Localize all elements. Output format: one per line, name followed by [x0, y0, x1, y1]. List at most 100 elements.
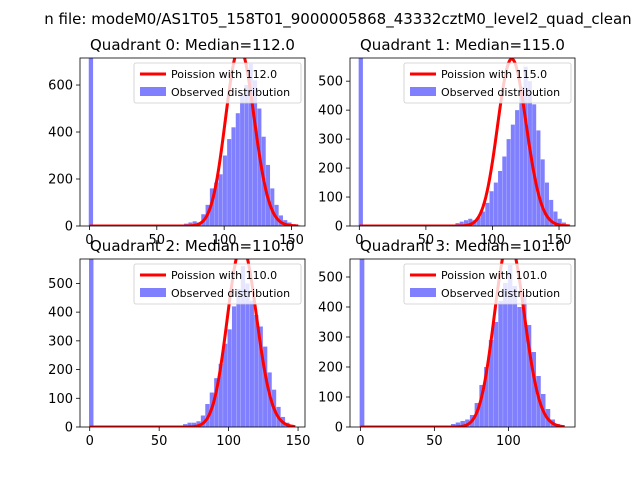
hist-bar: [89, 259, 94, 427]
legend-hist-swatch: [410, 288, 436, 297]
legend-fit-label: Poission with 115.0: [441, 68, 547, 81]
legend-hist-swatch: [410, 87, 436, 96]
legend-box: [403, 62, 572, 104]
hist-bar: [455, 422, 461, 427]
x-tick-label: 0: [355, 233, 363, 248]
subplot-title: Quadrant 1: Median=115.0: [360, 36, 565, 54]
hist-bar: [476, 217, 481, 226]
x-tick-label: 150: [279, 233, 304, 248]
axes-frame: [79, 57, 306, 227]
x-tick-label: 150: [547, 233, 572, 248]
legend-box: [403, 263, 572, 305]
hist-bar: [231, 306, 237, 427]
hist-bar: [187, 422, 192, 427]
subplot-0: 0 50 100 150 0 200 400 600 Quadrant 0: Median=11…: [48, 36, 306, 248]
y-tick-label: 300: [318, 133, 343, 148]
y-tick-label: 100: [318, 391, 343, 406]
y-tick-label: 600: [48, 79, 73, 94]
hist-bar: [460, 421, 465, 427]
y-tick-label: 0: [65, 421, 73, 436]
x-tick-label: 0: [85, 233, 93, 248]
legend-box: [133, 62, 302, 104]
hist-bar: [358, 58, 363, 226]
hist-bar: [257, 108, 262, 226]
y-tick-label: 300: [48, 334, 73, 349]
hist-bar: [248, 63, 253, 226]
plot-area: [88, 58, 301, 226]
x-tick-label: 50: [426, 434, 443, 449]
hist-bar: [468, 218, 473, 226]
hist-bar: [88, 58, 94, 226]
hist-bar: [214, 182, 219, 226]
axes-frame: [349, 258, 576, 428]
hist-bar: [488, 340, 494, 427]
hist-bar: [254, 315, 259, 427]
hist-bar: [522, 295, 527, 427]
y-tick-label: 0: [335, 421, 343, 436]
hist-bar: [507, 265, 513, 427]
y-tick-label: 400: [48, 306, 73, 321]
legend: Poission with 110.0 Observed distribution: [133, 263, 302, 305]
hist-bar: [191, 422, 197, 427]
hist-bar: [359, 259, 365, 427]
hist-bar: [549, 199, 554, 226]
hist-bar: [218, 174, 223, 226]
x-tick-label: 0: [356, 434, 364, 449]
legend-hist-swatch: [140, 87, 166, 96]
legend: Poission with 115.0 Observed distribution: [403, 62, 572, 104]
hist-bar: [519, 86, 524, 226]
legend-hist-label: Observed distribution: [441, 86, 560, 99]
x-tick-label: 100: [212, 233, 237, 248]
y-tick-label: 400: [318, 301, 343, 316]
hist-bar: [223, 343, 228, 427]
hist-bar: [463, 220, 469, 226]
legend: Poission with 101.0 Observed distribution: [403, 263, 572, 305]
x-tick-label: 150: [286, 434, 311, 449]
hist-bar: [218, 363, 223, 427]
y-tick-label: 400: [48, 126, 73, 141]
y-tick-label: 200: [48, 173, 73, 188]
x-tick-label: 50: [418, 233, 435, 248]
legend-fit-label: Poission with 112.0: [171, 68, 277, 81]
hist-bar: [244, 85, 249, 226]
hist-bar: [489, 191, 494, 226]
x-tick-label: 0: [86, 434, 94, 449]
subplot-3: 0 50 100 0 100 200 300 400 500 Quadrant 3: Median…: [318, 237, 576, 449]
hist-bar: [252, 80, 258, 226]
y-tick-label: 200: [318, 361, 343, 376]
y-tick-label: 500: [318, 75, 343, 90]
hist-bar: [512, 286, 518, 427]
hist-bar: [517, 307, 522, 427]
hist-bar: [235, 113, 240, 226]
x-tick-label: 50: [149, 233, 166, 248]
hist-bar: [503, 283, 508, 427]
hist-bar: [192, 221, 197, 226]
y-tick-label: 300: [318, 331, 343, 346]
poisson-fit-line: [89, 58, 299, 226]
legend-hist-swatch: [140, 288, 166, 297]
subplot-2: 0 50 100 150 0 100 200 300 400 500 Quadrant 2: Med…: [48, 237, 310, 449]
hist-bar: [526, 325, 532, 427]
hist-bar: [240, 94, 245, 226]
legend-hist-label: Observed distribution: [171, 287, 290, 300]
hist-bar: [479, 385, 484, 427]
hist-bar: [532, 104, 537, 226]
hist-bar: [557, 218, 562, 226]
figure-suptitle: n file: modeM0/AS1T05_158T01_9000005868_…: [44, 10, 631, 29]
subplot-title: Quadrant 3: Median=101.0: [360, 237, 565, 255]
hist-bar: [506, 139, 511, 226]
y-tick-label: 200: [318, 162, 343, 177]
subplot-title: Quadrant 2: Median=110.0: [90, 237, 295, 255]
hist-bar: [231, 127, 236, 226]
y-tick-label: 100: [318, 191, 343, 206]
hist-bar: [263, 346, 268, 427]
y-tick-label: 500: [318, 271, 343, 286]
y-tick-label: 500: [48, 277, 73, 292]
hist-bar: [485, 202, 490, 226]
hist-bar: [214, 378, 219, 427]
y-tick-label: 0: [65, 220, 73, 235]
subplot-title: Quadrant 0: Median=112.0: [90, 36, 295, 54]
y-tick-label: 200: [48, 363, 73, 378]
hist-bar: [540, 159, 545, 226]
